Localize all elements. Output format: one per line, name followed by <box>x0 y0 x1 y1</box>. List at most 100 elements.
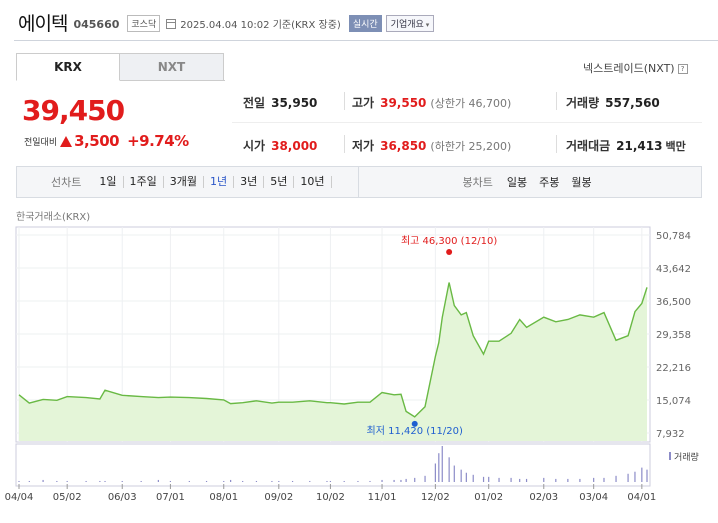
quote-timestamp: 2025.04.04 10:02 기준(KRX 장중) <box>180 16 341 31</box>
up-triangle-icon <box>60 135 73 147</box>
quote-date: 2025.04.04 10:02 <box>180 20 270 31</box>
metric-label: 거래량 <box>566 96 600 110</box>
chevron-down-icon: ▾ <box>425 21 430 29</box>
y-tick-label: 36,500 <box>656 297 691 308</box>
metric-value: 557,560 <box>605 96 660 110</box>
nxt-link-label: 넥스트레이드(NXT) <box>583 62 675 75</box>
volume-bar <box>329 480 332 482</box>
max-marker <box>446 249 453 255</box>
volume-bar <box>66 480 68 482</box>
metric-amount: 거래대금 21,413 백만 <box>566 137 686 154</box>
volume-bar <box>627 473 629 482</box>
volume-bar <box>634 471 636 482</box>
y-tick-label: 50,784 <box>656 231 691 242</box>
candle-weekly[interactable]: 주봉 <box>539 176 560 189</box>
metric-value: 36,850 <box>380 139 427 153</box>
volume-legend: 거래량 <box>674 451 699 463</box>
volume-bar <box>555 478 557 482</box>
volume-bar <box>641 467 643 482</box>
volume-frame <box>15 443 651 487</box>
volume-bar <box>646 469 648 482</box>
x-tick-label: 06/03 <box>108 492 137 503</box>
volume-bar <box>400 479 402 482</box>
period-5y[interactable]: 5년 <box>264 176 295 188</box>
price-line <box>18 282 648 418</box>
volume-bar <box>326 480 328 482</box>
volume-bar <box>99 480 101 482</box>
x-tick-label: 11/01 <box>368 492 397 503</box>
volume-bar <box>230 479 232 482</box>
period-10y[interactable]: 10년 <box>294 176 332 188</box>
volume-bar <box>405 478 407 482</box>
volume-bar <box>291 480 294 482</box>
volume-bar <box>519 478 521 482</box>
candle-daily[interactable]: 일봉 <box>506 176 528 189</box>
volume-bar <box>567 478 569 482</box>
volume-bar <box>434 463 436 482</box>
x-tick-label: 09/02 <box>264 492 293 503</box>
period-3y[interactable]: 3년 <box>234 176 265 188</box>
period-1d[interactable]: 1일 <box>93 176 124 188</box>
volume-bar <box>278 480 280 482</box>
max-annotation: 최고 46,300 (12/10) <box>401 235 497 247</box>
metric-volume: 거래량 557,560 <box>566 94 660 111</box>
current-price: 39,450 <box>22 94 125 127</box>
candle-chart-label: 봉차트 <box>462 176 493 189</box>
metric-divider <box>344 92 345 110</box>
volume-bar <box>223 480 225 482</box>
metric-label: 거래대금 <box>566 139 611 153</box>
volume-bar <box>271 480 273 482</box>
y-tick-label: 15,074 <box>656 396 691 407</box>
realtime-badge[interactable]: 실시간 <box>348 15 382 32</box>
volume-bar <box>438 453 440 482</box>
company-info-button[interactable]: 기업개요 ▾ <box>385 15 435 32</box>
volume-bar <box>121 480 123 482</box>
stock-name: 에이텍 <box>18 12 68 35</box>
volume-bar <box>85 480 87 482</box>
x-tick-label: 04/04 <box>5 492 34 503</box>
metric-label: 시가 <box>243 139 266 153</box>
x-tick-label: 08/01 <box>209 492 238 503</box>
volume-bar <box>472 474 474 482</box>
calendar-icon <box>166 18 177 29</box>
help-icon[interactable]: ? <box>677 64 688 74</box>
upper-limit: (상한가 46,700) <box>430 97 512 110</box>
exchange-tabs: KRX NXT <box>16 53 224 81</box>
company-info-label: 기업개요 <box>390 20 424 30</box>
line-chart-label: 선차트 <box>51 176 82 189</box>
volume-bar <box>104 480 106 482</box>
min-marker <box>411 420 418 427</box>
exchange-label: 한국거래소(KRX) <box>16 212 91 223</box>
tab-krx[interactable]: KRX <box>16 53 120 81</box>
period-1w[interactable]: 1주일 <box>124 176 164 188</box>
price-change: 전일대비 3,500 +9.74% <box>24 132 189 150</box>
period-3m[interactable]: 3개월 <box>164 176 204 188</box>
volume-bar <box>381 479 383 482</box>
y-tick-label: 29,358 <box>656 330 691 341</box>
volume-bar <box>441 446 443 482</box>
y-tick-label: 7,932 <box>656 429 685 440</box>
market-badge: 코스닥 <box>127 15 161 32</box>
volume-bar <box>510 477 512 482</box>
candle-monthly[interactable]: 월봉 <box>571 176 592 189</box>
y-tick-label: 43,642 <box>656 264 691 275</box>
volume-bar <box>393 479 395 482</box>
volume-bar <box>603 477 605 482</box>
x-tick-label: 04/01 <box>627 492 656 503</box>
volume-bar <box>369 480 371 482</box>
metric-label: 전일 <box>243 96 266 110</box>
volume-bar <box>525 478 528 482</box>
volume-bar <box>56 480 58 482</box>
x-tick-label: 05/02 <box>53 492 82 503</box>
quote-basis: 기준(KRX 장중) <box>272 20 341 31</box>
change-amount: 3,500 <box>74 132 120 150</box>
chart-period-bar: 선차트 1일 1주일 3개월 1년 3년 5년 10년 봉차트 일봉 주봉 월봉 <box>16 166 702 198</box>
period-1y[interactable]: 1년 <box>204 176 235 188</box>
metric-divider <box>344 135 345 153</box>
period-bar-divider <box>357 166 359 198</box>
volume-bar <box>205 480 208 482</box>
header-divider <box>14 40 718 41</box>
volume-bar <box>448 457 450 482</box>
nxt-link[interactable]: 넥스트레이드(NXT)? <box>583 60 688 76</box>
